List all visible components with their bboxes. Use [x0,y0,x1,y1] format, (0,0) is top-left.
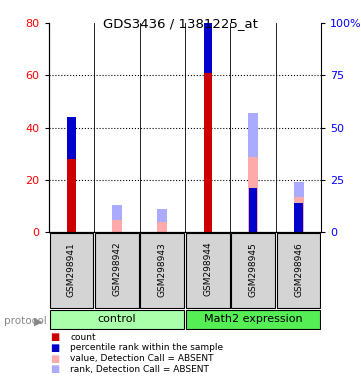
FancyBboxPatch shape [277,233,320,308]
FancyBboxPatch shape [231,233,275,308]
FancyBboxPatch shape [186,233,230,308]
Text: GDS3436 / 1381225_at: GDS3436 / 1381225_at [103,17,258,30]
Text: GSM298945: GSM298945 [249,242,258,296]
Bar [68,117,75,159]
Text: GSM298943: GSM298943 [158,242,167,296]
FancyBboxPatch shape [186,310,320,329]
Text: GSM298942: GSM298942 [112,242,121,296]
Bar [248,157,258,232]
Bar [249,189,257,232]
Text: rank, Detection Call = ABSENT: rank, Detection Call = ABSENT [70,365,209,374]
Text: ■: ■ [51,332,60,342]
Bar [112,205,122,220]
Bar [112,220,122,232]
FancyBboxPatch shape [140,233,184,308]
Text: percentile rank within the sample: percentile rank within the sample [70,343,223,353]
Bar [293,197,304,232]
Text: protocol: protocol [4,316,46,326]
Bar [204,8,212,73]
Bar [248,113,258,157]
Bar [68,159,75,232]
Text: GSM298941: GSM298941 [67,242,76,296]
Text: ■: ■ [51,354,60,364]
Text: GSM298944: GSM298944 [203,242,212,296]
Text: ▶: ▶ [34,316,42,326]
Bar [157,209,167,222]
FancyBboxPatch shape [50,233,93,308]
Text: ■: ■ [51,364,60,374]
Text: count: count [70,333,96,342]
FancyBboxPatch shape [95,233,139,308]
Text: value, Detection Call = ABSENT: value, Detection Call = ABSENT [70,354,214,363]
Bar [157,222,167,232]
Text: control: control [97,314,136,324]
Bar [295,203,303,232]
Text: GSM298946: GSM298946 [294,242,303,296]
Bar [293,182,304,197]
Bar [204,73,212,232]
FancyBboxPatch shape [50,310,184,329]
Text: Math2 expression: Math2 expression [204,314,303,324]
Text: ■: ■ [51,343,60,353]
